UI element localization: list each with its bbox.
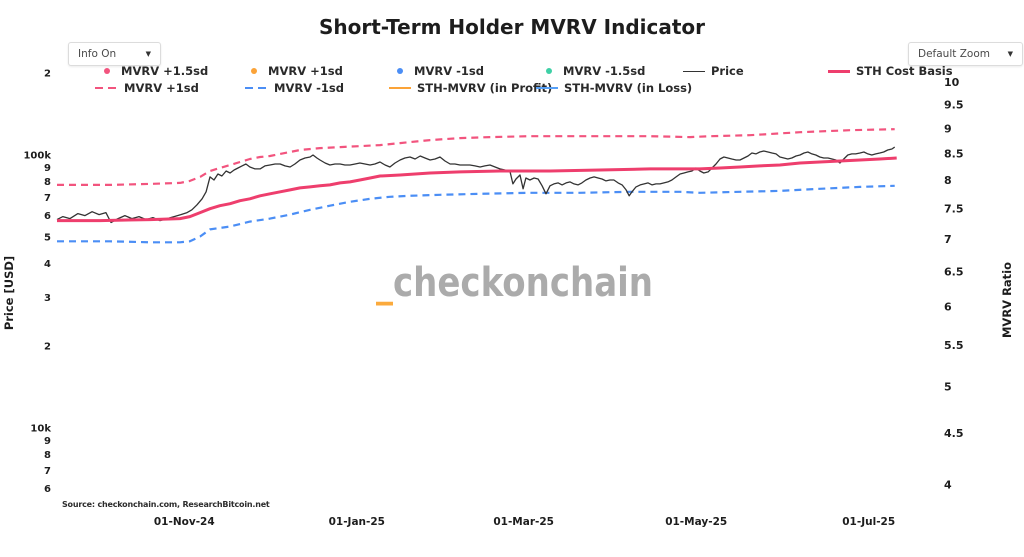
- legend-dash-marker: [95, 86, 118, 90]
- y-left-tick-label: 9: [44, 436, 51, 447]
- legend-item-sth-mvrv-in-profit-[interactable]: STH-MVRV (in Profit): [389, 81, 552, 95]
- y-left-tick-label: 5: [44, 233, 51, 244]
- y-left-tick-label: 6: [44, 211, 51, 222]
- series-sth-cost-basis: [57, 156, 897, 223]
- y-right-tick-label: 10: [944, 76, 960, 89]
- info-dropdown[interactable]: Info On ▼: [68, 42, 161, 66]
- y-left-tick-label: 7: [44, 193, 51, 204]
- y-right-tick-label: 6: [944, 301, 952, 314]
- legend-dot-marker: [104, 68, 110, 74]
- y-left-tick-label: 3: [44, 293, 51, 304]
- legend-item-label: MVRV -1sd: [274, 81, 344, 95]
- y-right-axis-title: MVRV Ratio: [1000, 262, 1014, 338]
- legend-item-label: STH-MVRV (in Loss): [564, 81, 693, 95]
- info-dropdown-label: Info On: [78, 48, 117, 60]
- legend-item-price[interactable]: Price: [683, 64, 744, 78]
- legend-line-marker: [389, 87, 411, 89]
- legend-line-marker: [536, 87, 558, 89]
- legend-line-marker: [828, 69, 850, 73]
- y-left-tick-label: 8: [44, 177, 51, 188]
- y-right-tick-label: 4.5: [944, 427, 964, 440]
- legend-item-mvrv-1-5sd[interactable]: MVRV +1.5sd: [99, 64, 208, 78]
- y-right-tick-label: 8: [944, 174, 952, 187]
- y-left-tick-label: 9: [44, 163, 51, 174]
- legend-dot-marker: [546, 68, 552, 74]
- y-left-tick-label: 2: [44, 68, 51, 79]
- x-tick-label: 01-Jul-25: [842, 516, 895, 528]
- legend-item-label: MVRV +1sd: [268, 64, 343, 78]
- zoom-dropdown-label: Default Zoom: [918, 48, 990, 60]
- legend-item-label: Price: [711, 64, 744, 78]
- y-right-tick-label: 5.5: [944, 339, 964, 352]
- series-mvrv-1sd: [57, 128, 895, 186]
- zoom-dropdown[interactable]: Default Zoom ▼: [908, 42, 1023, 66]
- y-left-tick-label: 6: [44, 484, 51, 495]
- legend-item-label: MVRV +1sd: [124, 81, 199, 95]
- legend-item-label: MVRV -1.5sd: [563, 64, 646, 78]
- series-mvrv-1sd: [57, 184, 895, 244]
- y-right-tick-label: 7.5: [944, 202, 964, 215]
- y-right-tick-label: 9.5: [944, 99, 964, 112]
- legend-dot-marker: [251, 68, 257, 74]
- legend-item-mvrv-1sd[interactable]: MVRV +1sd: [95, 81, 199, 95]
- legend-item-mvrv-1sd[interactable]: MVRV +1sd: [246, 64, 343, 78]
- legend-item-label: STH Cost Basis: [856, 64, 953, 78]
- checkonchain-watermark: _checkonchain: [376, 260, 653, 306]
- legend-item-label: MVRV -1sd: [414, 64, 484, 78]
- y-left-axis-title: Price [USD]: [2, 256, 16, 330]
- watermark-text: checkonchain: [393, 260, 654, 306]
- y-left-tick-label: 4: [44, 259, 51, 270]
- y-left-tick-label: 8: [44, 450, 51, 461]
- y-right-tick-label: 6.5: [944, 265, 964, 278]
- y-right-tick-label: 7: [944, 233, 952, 246]
- legend-item-mvrv-1sd[interactable]: MVRV -1sd: [392, 64, 484, 78]
- tick-layer: 2100k9876543210k9876109.598.587.576.565.…: [23, 68, 963, 528]
- y-right-tick-label: 5: [944, 381, 952, 394]
- y-right-tick-label: 4: [944, 479, 952, 492]
- legend-line-marker: [683, 70, 705, 72]
- series-layer: [56, 128, 897, 244]
- legend-item-label: STH-MVRV (in Profit): [417, 81, 553, 95]
- x-tick-label: 01-Jan-25: [329, 516, 385, 528]
- legend-item-mvrv-1sd[interactable]: MVRV -1sd: [245, 81, 344, 95]
- watermark-underscore: _: [376, 260, 393, 306]
- legend-item-sth-cost-basis[interactable]: STH Cost Basis: [828, 64, 953, 78]
- y-left-tick-label: 10k: [30, 424, 51, 435]
- source-note: Source: checkonchain.com, ResearchBitcoi…: [62, 500, 270, 509]
- chevron-down-icon: ▼: [145, 50, 151, 58]
- legend-dot-marker: [397, 68, 403, 74]
- y-right-tick-label: 9: [944, 122, 952, 135]
- y-right-tick-label: 8.5: [944, 147, 964, 160]
- x-tick-label: 01-Mar-25: [493, 516, 554, 528]
- y-left-tick-label: 2: [44, 341, 51, 352]
- x-tick-label: 01-May-25: [665, 516, 727, 528]
- legend-item-sth-mvrv-in-loss-[interactable]: STH-MVRV (in Loss): [536, 81, 692, 95]
- series-price: [56, 146, 896, 224]
- legend-item-mvrv-1-5sd[interactable]: MVRV -1.5sd: [541, 64, 645, 78]
- y-left-tick-label: 100k: [23, 151, 51, 162]
- x-tick-label: 01-Nov-24: [154, 516, 215, 528]
- chevron-down-icon: ▼: [1007, 50, 1013, 58]
- legend-dash-marker: [245, 86, 268, 90]
- y-left-tick-label: 7: [44, 466, 51, 477]
- legend-item-label: MVRV +1.5sd: [121, 64, 209, 78]
- page-title: Short-Term Holder MVRV Indicator: [318, 15, 705, 39]
